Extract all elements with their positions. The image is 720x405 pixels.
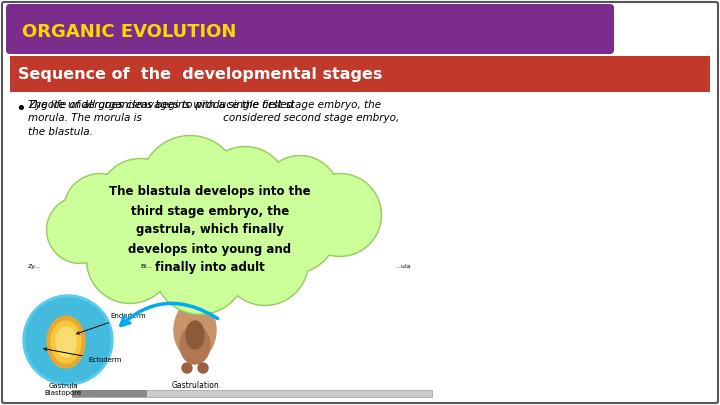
Circle shape bbox=[48, 198, 112, 262]
Circle shape bbox=[86, 217, 174, 303]
Circle shape bbox=[171, 175, 289, 294]
Circle shape bbox=[240, 175, 340, 275]
Circle shape bbox=[222, 219, 308, 305]
Circle shape bbox=[112, 177, 218, 284]
Circle shape bbox=[153, 222, 246, 315]
FancyBboxPatch shape bbox=[72, 390, 432, 397]
Circle shape bbox=[155, 223, 245, 313]
Circle shape bbox=[47, 196, 114, 264]
Text: •: • bbox=[15, 100, 26, 118]
Circle shape bbox=[65, 175, 135, 245]
Ellipse shape bbox=[198, 363, 208, 373]
Circle shape bbox=[63, 173, 137, 247]
Circle shape bbox=[299, 173, 382, 256]
Text: ...ula: ...ula bbox=[395, 264, 410, 269]
Circle shape bbox=[242, 177, 338, 273]
Circle shape bbox=[23, 295, 113, 385]
Text: ORGANIC EVOLUTION: ORGANIC EVOLUTION bbox=[22, 23, 236, 41]
Circle shape bbox=[262, 157, 338, 233]
Circle shape bbox=[223, 220, 307, 304]
Ellipse shape bbox=[182, 363, 192, 373]
Text: morula. The morula is                         considered second stage embryo,: morula. The morula is considered second … bbox=[28, 113, 400, 123]
Circle shape bbox=[300, 175, 380, 255]
Text: Zy...: Zy... bbox=[28, 264, 41, 269]
Text: Zygote undergoes cleavages to produce the first stage embryo, the: Zygote undergoes cleavages to produce th… bbox=[28, 100, 381, 110]
Ellipse shape bbox=[174, 301, 216, 359]
Text: Gastrula: Gastrula bbox=[48, 383, 78, 389]
Text: the blastula.: the blastula. bbox=[28, 127, 93, 137]
Ellipse shape bbox=[186, 321, 204, 349]
FancyBboxPatch shape bbox=[10, 56, 710, 92]
Circle shape bbox=[88, 218, 172, 302]
Circle shape bbox=[202, 147, 289, 234]
Circle shape bbox=[100, 160, 180, 240]
FancyBboxPatch shape bbox=[6, 4, 614, 54]
Circle shape bbox=[172, 177, 288, 293]
Circle shape bbox=[203, 148, 287, 232]
Circle shape bbox=[26, 298, 110, 382]
Ellipse shape bbox=[51, 321, 81, 363]
Text: Endoderm: Endoderm bbox=[76, 313, 145, 334]
FancyBboxPatch shape bbox=[72, 390, 147, 397]
Ellipse shape bbox=[180, 326, 210, 364]
Circle shape bbox=[261, 156, 340, 234]
Text: The life of all organisms begins with a single celled: The life of all organisms begins with a … bbox=[28, 100, 293, 110]
Ellipse shape bbox=[47, 316, 85, 368]
Text: Sequence of  the  developmental stages: Sequence of the developmental stages bbox=[18, 66, 382, 81]
Text: Gastrulation: Gastrulation bbox=[171, 381, 219, 390]
Circle shape bbox=[142, 137, 238, 233]
Text: The blastula develops into the
third stage embryo, the
gastrula, which finally
d: The blastula develops into the third sta… bbox=[109, 185, 311, 275]
Text: Blastopore: Blastopore bbox=[45, 390, 81, 396]
Text: Bl...: Bl... bbox=[140, 264, 152, 269]
Text: Ectoderm: Ectoderm bbox=[44, 348, 122, 363]
Circle shape bbox=[99, 158, 181, 241]
Circle shape bbox=[113, 178, 217, 282]
Ellipse shape bbox=[56, 327, 76, 357]
Circle shape bbox=[140, 136, 240, 234]
